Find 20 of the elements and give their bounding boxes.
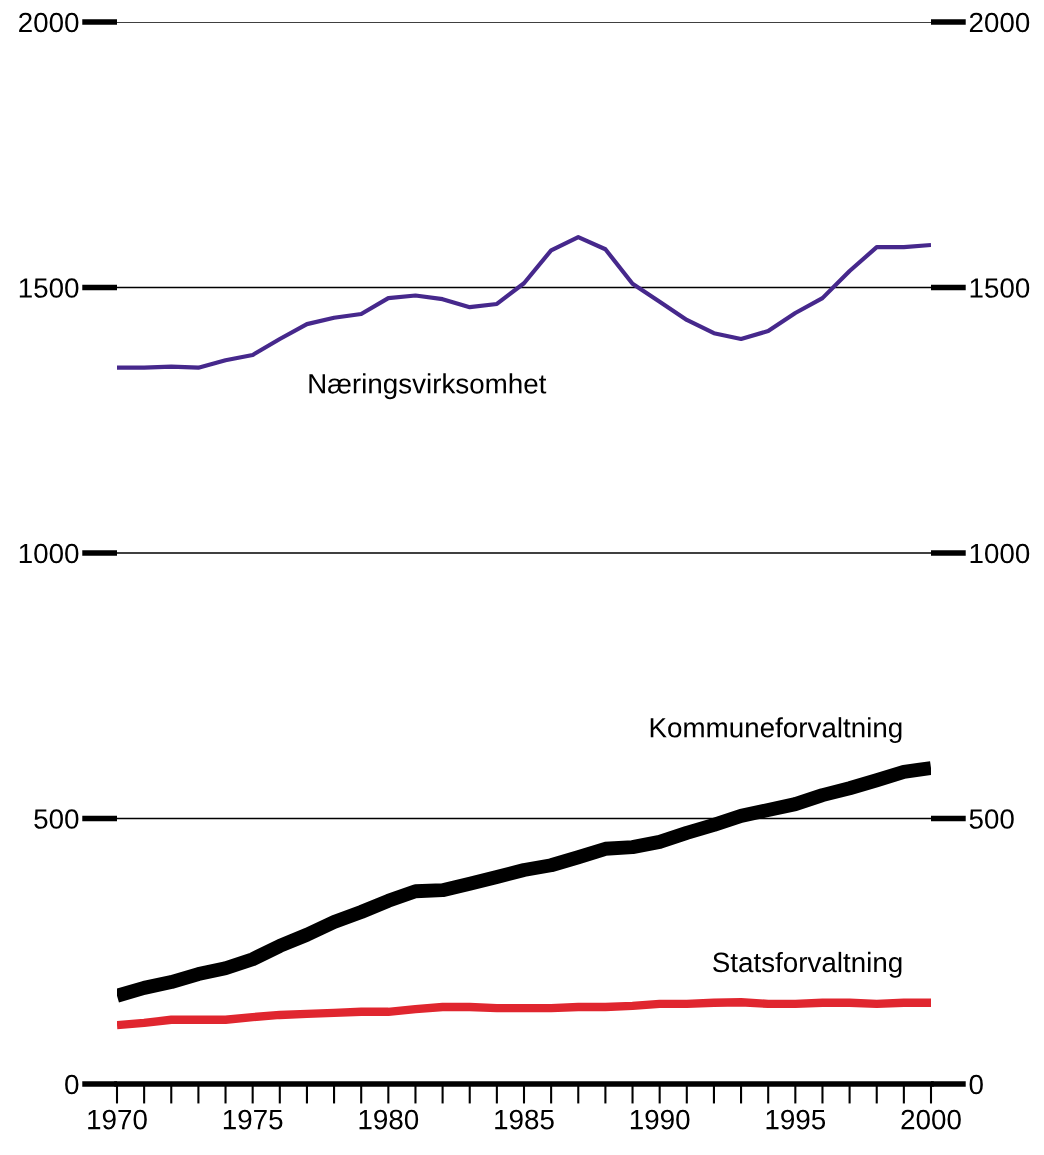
x-tick-label: 1970 <box>88 1109 147 1130</box>
y2-tick-label: 1500 <box>970 278 1030 298</box>
y-tick-label: 1000 <box>19 543 79 564</box>
x-tick-label: 1995 <box>766 1109 826 1130</box>
y-tick-label: 2000 <box>19 12 79 33</box>
x-tick-label: 1985 <box>495 1109 554 1130</box>
y-tick-label: 0 <box>65 1074 79 1095</box>
y2-tick-label: 1000 <box>970 543 1030 564</box>
x-tick-label: 2000 <box>901 1109 961 1130</box>
y2-tick-label: 0 <box>969 1074 983 1095</box>
series-label: Kommuneforvaltning <box>650 717 902 744</box>
y-tick-label: 500 <box>34 809 79 829</box>
series-label: Statsforvaltning <box>713 951 902 978</box>
x-tick-label: 1980 <box>359 1109 419 1130</box>
x-tick-label: 1990 <box>630 1109 690 1130</box>
x-tick-label: 1975 <box>223 1109 283 1130</box>
y2-tick-label: 2000 <box>969 12 1030 33</box>
y2-tick-label: 500 <box>969 809 1014 829</box>
series-label: Næringsvirksomhet <box>309 373 547 400</box>
y-tick-label: 1500 <box>19 278 79 298</box>
